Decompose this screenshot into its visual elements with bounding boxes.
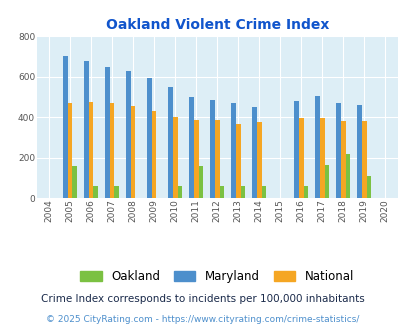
Bar <box>198 166 202 198</box>
Bar <box>231 103 235 198</box>
Bar <box>194 120 198 198</box>
Bar <box>252 107 256 198</box>
Title: Oakland Violent Crime Index: Oakland Violent Crime Index <box>105 18 328 32</box>
Bar <box>63 56 68 198</box>
Bar <box>256 122 261 198</box>
Bar <box>177 186 182 198</box>
Bar <box>219 186 224 198</box>
Legend: Oakland, Maryland, National: Oakland, Maryland, National <box>75 265 358 288</box>
Bar <box>168 87 173 198</box>
Bar <box>345 154 350 198</box>
Bar <box>261 186 266 198</box>
Bar <box>210 100 214 198</box>
Bar <box>114 186 119 198</box>
Bar <box>315 96 319 198</box>
Bar <box>68 103 72 198</box>
Bar <box>89 102 93 198</box>
Bar <box>147 78 151 198</box>
Text: Crime Index corresponds to incidents per 100,000 inhabitants: Crime Index corresponds to incidents per… <box>41 294 364 304</box>
Bar <box>126 71 130 198</box>
Bar <box>84 61 89 198</box>
Bar <box>356 105 361 198</box>
Bar <box>361 121 366 198</box>
Bar <box>319 117 324 198</box>
Bar <box>298 117 303 198</box>
Bar <box>105 67 110 198</box>
Bar <box>130 106 135 198</box>
Bar <box>93 186 98 198</box>
Bar <box>335 103 340 198</box>
Bar <box>294 101 298 198</box>
Bar <box>340 120 345 198</box>
Bar <box>151 111 156 198</box>
Bar <box>240 186 245 198</box>
Bar <box>324 165 328 198</box>
Bar <box>189 97 194 198</box>
Text: © 2025 CityRating.com - https://www.cityrating.com/crime-statistics/: © 2025 CityRating.com - https://www.city… <box>46 315 359 324</box>
Bar <box>303 186 307 198</box>
Bar <box>214 120 219 198</box>
Bar <box>110 103 114 198</box>
Bar <box>235 124 240 198</box>
Bar <box>173 117 177 198</box>
Bar <box>366 176 370 198</box>
Bar <box>72 166 77 198</box>
